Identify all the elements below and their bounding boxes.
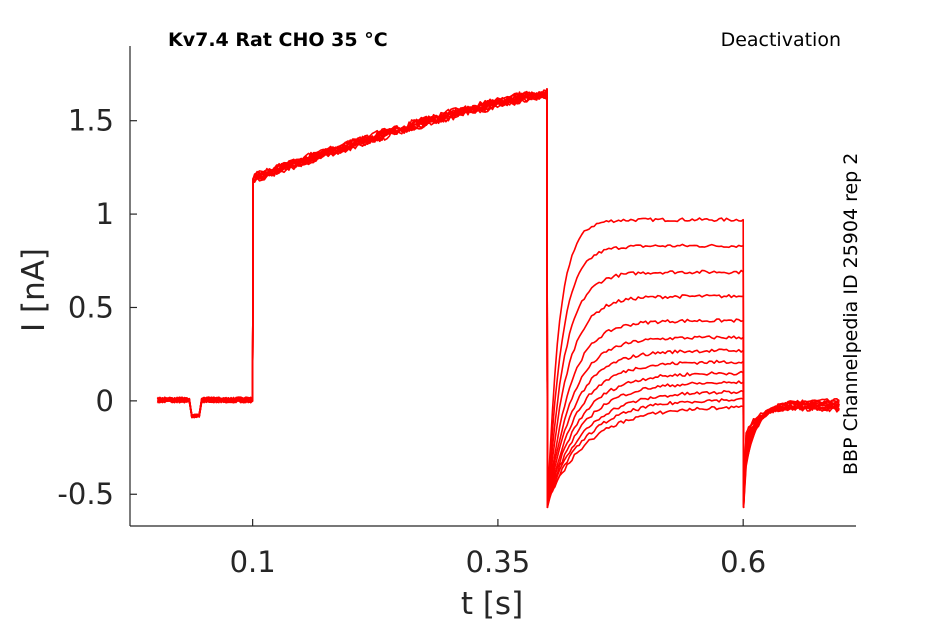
y-tick-label: 0.5 <box>68 290 114 324</box>
x-tick-label: 0.35 <box>466 545 531 579</box>
y-tick-label: 1.5 <box>68 104 114 138</box>
axes: 0.1 0.35 0.6 -0.5 0 0.5 1 1.5 <box>57 46 856 579</box>
y-tick-label: 0 <box>96 384 114 418</box>
x-tick-label: 0.1 <box>230 545 276 579</box>
current-trace-10 <box>156 88 840 509</box>
protocol-label: Deactivation <box>721 29 841 51</box>
current-trace-1 <box>156 88 840 509</box>
y-tick-label: 1 <box>96 197 114 231</box>
current-trace-4 <box>156 88 840 509</box>
x-tick-label: 0.6 <box>720 545 766 579</box>
plot-traces <box>156 88 840 509</box>
current-trace-13 <box>157 88 840 509</box>
x-axis-label: t [s] <box>461 586 523 622</box>
y-tick-label: -0.5 <box>57 477 114 511</box>
current-trace-7 <box>156 88 840 509</box>
y-ticks: -0.5 0 0.5 1 1.5 <box>57 104 137 511</box>
x-ticks: 0.1 0.35 0.6 <box>230 519 766 579</box>
current-trace-11 <box>156 88 840 503</box>
chart-title: Kv7.4 Rat CHO 35 °C <box>168 29 388 51</box>
current-trace-9 <box>156 88 840 509</box>
current-trace-5 <box>157 88 840 509</box>
y-axis-label: I [nA] <box>16 248 52 332</box>
current-trace-8 <box>157 88 840 503</box>
channelpedia-id-label: BBP Channelpedia ID 25904 rep 2 <box>840 153 862 475</box>
current-trace-12 <box>157 88 840 499</box>
current-trace-3 <box>157 88 840 502</box>
